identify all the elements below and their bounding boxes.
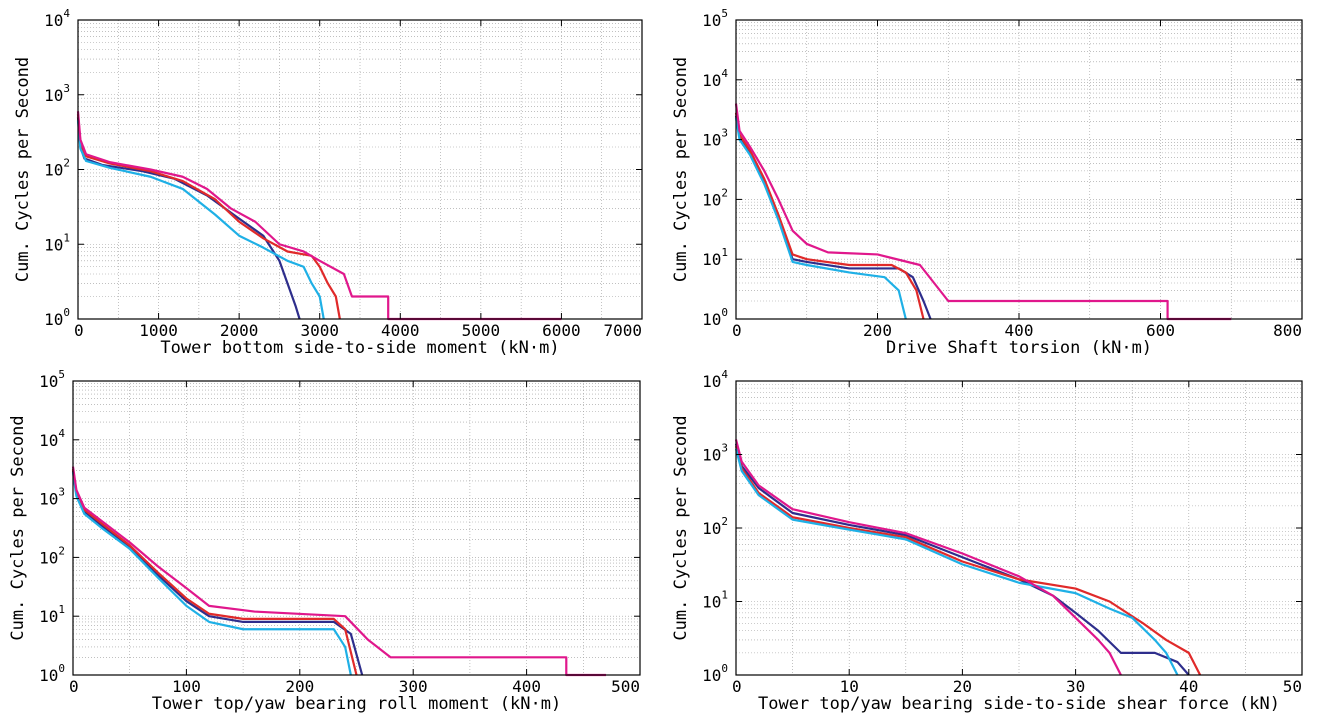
y-tick-label: 103 [702,442,728,465]
x-axis-label: Tower top/yaw bearing roll moment (kN·m) [152,694,561,714]
x-tick-label: 600 [1146,321,1175,340]
series-line-2 [76,114,341,320]
y-tick-label: 103 [39,486,65,509]
y-tick-label: 104 [44,7,70,30]
plot-frame [735,19,1303,320]
y-tick-label: 102 [39,544,65,567]
x-tick-label: 400 [512,677,541,696]
x-tick-label: 300 [399,677,428,696]
y-tick-label: 104 [702,368,728,391]
series-line-1 [734,115,932,320]
series-line-4 [76,111,562,321]
series-line-3 [71,472,352,676]
chart-panel-2: 0 200 400 600 800 100 101 102 103 104 105 Drive Sha… [671,7,1303,358]
x-tick-label: 500 [611,677,640,696]
x-tick-label: 400 [1005,321,1034,340]
series-line-1 [734,443,1190,676]
x-tick-label: 200 [285,677,314,696]
x-tick-label: 40 [1179,677,1198,696]
x-tick-label: 6000 [542,321,581,340]
y-tick-label: 105 [702,7,728,30]
series-line-4 [734,103,1232,321]
y-tick-label: 102 [702,515,728,538]
x-tick-label: 50 [1283,677,1302,696]
chart-panel-4: 0 10 20 30 40 50 100 101 102 103 104 Tower top/yaw … [671,368,1303,714]
series-line-4 [71,466,606,677]
series-line-3 [734,448,1179,676]
series-line-2 [734,445,1202,676]
y-axis-label: Cum. Cycles per Second [8,415,28,640]
y-tick-label: 104 [39,427,65,450]
x-tick-label: 0 [69,677,79,696]
x-tick-label: 4000 [381,321,420,340]
y-tick-label: 102 [702,186,728,209]
x-axis-label: Drive Shaft torsion (kN·m) [886,338,1152,358]
y-tick-label: 100 [702,306,728,329]
chart-panel-3: 0 100 200 300 400 500100101102103104105Tower … [8,368,641,714]
x-tick-label: 0 [732,677,742,696]
x-tick-label: 800 [1273,321,1302,340]
y-axis-label: Cum. Cycles per Second [671,415,691,640]
plot-frame [72,380,641,676]
y-tick-label: 101 [44,231,70,254]
y-axis-label: Cum. Cycles per Second [671,57,691,282]
x-tick-label: 100 [172,677,201,696]
x-tick-label: 200 [863,321,892,340]
series-line-3 [76,120,325,320]
series-line-3 [734,117,907,320]
y-tick-label: 100 [39,662,65,685]
series-line-4 [734,439,1122,676]
x-tick-label: 1000 [139,321,178,340]
x-tick-label: 0 [732,321,742,340]
series-line-1 [76,117,301,320]
y-tick-label: 102 [44,157,70,180]
x-tick-label: 7000 [603,321,642,340]
y-tick-label: 105 [39,368,65,391]
x-axis-label: Tower bottom side-to-side moment (kN·m) [160,338,559,358]
x-tick-label: 5000 [462,321,501,340]
x-tick-label: 2000 [220,321,259,340]
series-line-2 [734,112,925,320]
y-tick-label: 101 [39,603,65,626]
y-tick-label: 101 [702,589,728,612]
x-axis-label: Tower top/yaw bearing side-to-side shear… [758,694,1280,714]
x-tick-label: 3000 [300,321,339,340]
y-axis-label: Cum. Cycles per Second [13,57,33,282]
y-tick-label: 103 [702,127,728,150]
y-tick-label: 100 [702,662,728,685]
x-tick-label: 10 [840,677,859,696]
series-line-2 [71,468,358,676]
x-tick-label: 30 [1066,677,1085,696]
y-tick-label: 101 [702,246,728,269]
chart-panel-1: 0 1000 2000 3000 4000 5000 6000 7000 100 101 102 10… [13,7,643,358]
x-tick-label: 0 [74,321,84,340]
x-tick-label: 20 [953,677,972,696]
y-tick-label: 100 [44,306,70,329]
y-tick-label: 104 [702,67,728,90]
y-tick-label: 103 [44,82,70,105]
